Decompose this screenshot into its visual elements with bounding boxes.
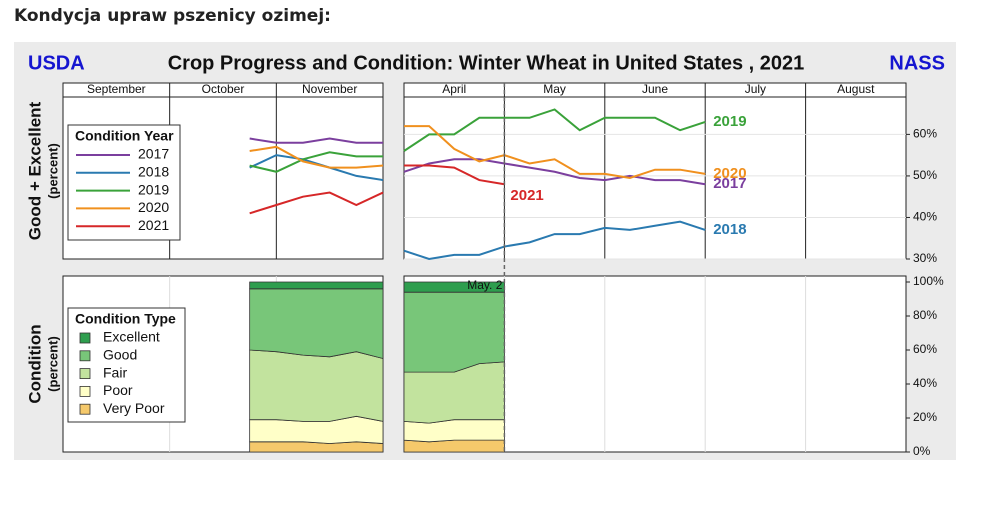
legend-label: Fair — [103, 364, 127, 380]
series-line — [404, 164, 505, 186]
series-line — [249, 151, 383, 173]
month-label: May — [543, 82, 566, 96]
month-label: July — [745, 82, 766, 96]
series-line — [249, 137, 383, 144]
nass-logo: NASS — [889, 52, 945, 74]
series-line — [403, 158, 706, 186]
y-tick-label: 40% — [913, 210, 937, 224]
stacked-area — [403, 281, 505, 293]
stacked-area — [249, 441, 384, 453]
page-heading: Kondycja upraw pszenicy ozimej: — [14, 6, 331, 26]
current-week-label: May. 2 — [467, 278, 502, 292]
month-label: November — [302, 82, 357, 96]
legend-label: 2020 — [138, 199, 169, 215]
legend-label: 2021 — [138, 217, 169, 233]
series-line — [249, 154, 384, 182]
legend-label: 2017 — [138, 146, 169, 162]
series-line — [403, 108, 706, 152]
y-axis-subtitle: (percent) — [45, 143, 60, 199]
stacked-area — [249, 281, 384, 290]
month-label: April — [442, 82, 466, 96]
stacked-area — [403, 291, 505, 373]
y-tick-label: 40% — [913, 376, 937, 390]
y-axis-title: Good + Excellent — [25, 101, 44, 240]
y-tick-label: 30% — [913, 251, 937, 265]
y-tick-label: 80% — [913, 308, 937, 322]
y-axis-subtitle: (percent) — [45, 336, 60, 392]
legend-label: Excellent — [103, 329, 160, 345]
legend-box — [67, 124, 181, 241]
month-label: August — [837, 82, 875, 96]
month-label: October — [202, 82, 245, 96]
y-tick-label: 20% — [913, 410, 937, 424]
stacked-area — [249, 288, 384, 360]
stacked-area — [249, 349, 384, 422]
series-end-label: 2017 — [713, 175, 746, 192]
legend-swatch — [79, 332, 91, 344]
legend-swatch — [79, 385, 91, 397]
legend-label: 2018 — [138, 164, 169, 180]
stacked-area — [403, 439, 505, 453]
legend-label: Very Poor — [103, 400, 165, 416]
legend-label: Poor — [103, 382, 133, 398]
y-tick-label: 60% — [913, 127, 937, 141]
series-line — [249, 191, 384, 215]
legend-swatch — [79, 350, 91, 362]
legend-label: 2019 — [138, 181, 169, 197]
usda-logo: USDA — [28, 52, 85, 74]
legend-swatch — [79, 368, 91, 380]
series-end-label: 2019 — [713, 113, 746, 130]
legend-title: Condition Type — [75, 311, 176, 327]
month-label: September — [87, 82, 146, 96]
series-end-label: 2021 — [510, 187, 543, 204]
y-tick-label: 50% — [913, 168, 937, 182]
y-axis-title: Condition — [25, 324, 44, 403]
chart-title: Crop Progress and Condition: Winter Whea… — [168, 52, 805, 74]
stacked-area — [403, 419, 505, 443]
series-end-label: 2018 — [713, 221, 746, 238]
legend-label: Good — [103, 347, 137, 363]
legend-box — [67, 307, 186, 423]
series-end-label: 2020 — [713, 165, 746, 182]
month-label: June — [642, 82, 668, 96]
legend-title: Condition Year — [75, 128, 174, 144]
y-tick-label: 0% — [913, 444, 931, 458]
legend-swatch — [79, 403, 91, 415]
series-line — [403, 220, 706, 261]
series-line — [404, 125, 706, 180]
series-line — [249, 145, 384, 169]
panel — [403, 82, 907, 260]
y-tick-label: 60% — [913, 342, 937, 356]
y-tick-label: 100% — [913, 274, 944, 288]
